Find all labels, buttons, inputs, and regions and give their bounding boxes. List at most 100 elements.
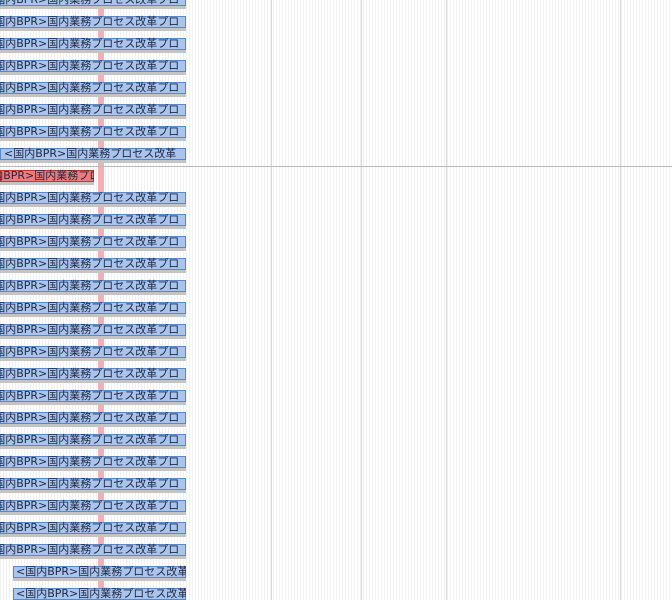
task-bar-shadow xyxy=(0,311,186,317)
task-row[interactable]: <国内BPR>国内業務プロセス改革プロ xyxy=(0,297,672,319)
task-label: <国内BPR>国内業務プロセス改革 xyxy=(16,565,186,578)
task-row[interactable]: <国内BPR>国内業務プロセス改革プロ xyxy=(0,33,672,55)
task-bar-shadow xyxy=(0,509,186,515)
task-label: <国内BPR>国内業務プロセス改革プロ xyxy=(0,543,180,556)
task-row[interactable]: <国内BPR>国内業務プロセス改革プロ xyxy=(0,209,672,231)
task-bar[interactable] xyxy=(0,60,186,72)
task-row[interactable]: <国内BPR>国内業務プロセス改革プロ xyxy=(0,275,672,297)
task-row[interactable]: <国内BPR>国内業務プロセス改革プロ xyxy=(0,495,672,517)
task-row[interactable]: <国内BPR>国内業務プロセス改革プロ xyxy=(0,451,672,473)
task-bar[interactable] xyxy=(0,38,186,50)
task-bar[interactable] xyxy=(0,192,186,204)
task-bar-shadow xyxy=(0,377,186,383)
task-row[interactable]: <国内BPR>国内業務プロセス改革プロ xyxy=(0,231,672,253)
task-label: <国内BPR>国内業務プロセス改革プロ xyxy=(0,0,179,8)
task-row[interactable]: <国内BPR>国内業務プロセス改革プロ xyxy=(0,407,672,429)
task-row[interactable]: <国内BPR>国内業務プロセス改革プロ xyxy=(0,429,672,451)
task-bar[interactable] xyxy=(0,0,186,6)
task-bar[interactable] xyxy=(0,522,186,534)
task-bar-shadow xyxy=(0,113,186,119)
task-bar-overdue[interactable] xyxy=(0,170,94,182)
task-label: <国内BPR>国内業務プロセス改革プロ xyxy=(0,235,180,248)
task-bar[interactable] xyxy=(0,258,186,270)
task-bar-shadow xyxy=(0,135,186,141)
task-bar[interactable] xyxy=(0,214,186,226)
task-bar[interactable] xyxy=(0,434,186,446)
task-row[interactable]: <国内BPR>国内業務プロ xyxy=(0,165,672,187)
task-row[interactable]: <国内BPR>国内業務プロセス改革プロ xyxy=(0,121,672,143)
task-bar[interactable] xyxy=(0,544,186,556)
grid-major-line xyxy=(620,0,621,600)
task-bar[interactable] xyxy=(0,104,186,116)
task-bar[interactable] xyxy=(0,82,186,94)
task-bar-shadow xyxy=(0,333,186,339)
group-separator xyxy=(0,166,672,167)
task-row[interactable]: <国内BPR>国内業務プロセス改革プロ xyxy=(0,385,672,407)
task-bar[interactable] xyxy=(0,280,186,292)
task-label: <国内BPR>国内業務プロセス改革プロ xyxy=(0,301,180,314)
task-bar-shadow xyxy=(0,465,186,471)
task-row[interactable]: <国内BPR>国内業務プロセス改革プロ xyxy=(0,539,672,561)
task-label: <国内BPR>国内業務プロセス改革プロ xyxy=(0,213,180,226)
task-bar-shadow xyxy=(0,399,186,405)
grid-major-line xyxy=(271,0,272,600)
task-row[interactable]: <国内BPR>国内業務プロセス改革プロ xyxy=(0,319,672,341)
task-label: <国内BPR>国内業務プロセス改革プロ xyxy=(0,433,180,446)
task-row[interactable]: <国内BPR>国内業務プロセス改革プロ xyxy=(0,55,672,77)
task-bar[interactable] xyxy=(0,456,186,468)
task-bar-shadow xyxy=(0,25,186,31)
task-row[interactable]: <国内BPR>国内業務プロセス改革プロ xyxy=(0,473,672,495)
task-row[interactable]: <国内BPR>国内業務プロセス改革プロ xyxy=(0,253,672,275)
task-label: <国内BPR>国内業務プロセス改革プロ xyxy=(0,81,180,94)
task-row[interactable]: <国内BPR>国内業務プロセス改革 xyxy=(0,143,672,165)
grid-major-line xyxy=(446,0,447,600)
task-bar[interactable] xyxy=(0,346,186,358)
task-bar-shadow xyxy=(0,531,186,537)
task-row[interactable]: <国内BPR>国内業務プロセス改革プロ xyxy=(0,187,672,209)
task-bar-shadow xyxy=(0,223,186,229)
task-bar[interactable] xyxy=(0,412,186,424)
task-label: <国内BPR>国内業務プロセス改革プロ xyxy=(0,257,180,270)
task-bar-shadow xyxy=(0,3,186,9)
task-label: <国内BPR>国内業務プロセス改革 xyxy=(4,147,177,160)
task-bar-shadow xyxy=(0,355,186,361)
task-bar[interactable] xyxy=(0,324,186,336)
grid-major-line xyxy=(361,0,362,600)
task-bar-shadow xyxy=(0,487,186,493)
task-label: <国内BPR>国内業務プロセス改革プロ xyxy=(0,191,180,204)
task-row[interactable]: <国内BPR>国内業務プロセス改革プロ xyxy=(0,517,672,539)
task-row[interactable]: <国内BPR>国内業務プロセス改革プロ xyxy=(0,341,672,363)
task-bar[interactable] xyxy=(0,500,186,512)
task-bar[interactable] xyxy=(13,566,186,578)
task-bar[interactable] xyxy=(0,368,186,380)
task-bar-shadow xyxy=(0,553,186,559)
task-label: <国内BPR>国内業務プロセス改革プロ xyxy=(0,389,180,402)
task-label: <国内BPR>国内業務プロセス改革プロ xyxy=(0,521,180,534)
task-row[interactable]: <国内BPR>国内業務プロセス改革 xyxy=(0,583,672,600)
task-bar-shadow xyxy=(0,69,186,75)
task-bar[interactable] xyxy=(0,236,186,248)
task-bar[interactable] xyxy=(0,390,186,402)
task-label: <国内BPR>国内業務プロセス改革プロ xyxy=(0,279,180,292)
task-bar-shadow xyxy=(0,443,186,449)
task-bar[interactable] xyxy=(0,16,186,28)
task-label: <国内BPR>国内業務プロセス改革プロ xyxy=(0,411,180,424)
task-row[interactable]: <国内BPR>国内業務プロセス改革プロ xyxy=(0,363,672,385)
task-row[interactable]: <国内BPR>国内業務プロセス改革プロ xyxy=(0,0,672,11)
task-bar-shadow xyxy=(0,91,186,97)
task-row[interactable]: <国内BPR>国内業務プロセス改革 xyxy=(0,561,672,583)
task-row[interactable]: <国内BPR>国内業務プロセス改革プロ xyxy=(0,99,672,121)
task-label: <国内BPR>国内業務プロセス改革プロ xyxy=(0,455,180,468)
task-bar-shadow xyxy=(0,267,186,273)
task-bar-shadow xyxy=(13,575,186,581)
task-row[interactable]: <国内BPR>国内業務プロセス改革プロ xyxy=(0,77,672,99)
task-bar[interactable] xyxy=(0,126,186,138)
task-label: <国内BPR>国内業務プロ xyxy=(0,169,94,182)
task-row[interactable]: <国内BPR>国内業務プロセス改革プロ xyxy=(0,11,672,33)
task-bar[interactable] xyxy=(0,302,186,314)
task-bar-shadow xyxy=(0,201,186,207)
task-bar[interactable] xyxy=(0,148,186,160)
task-bar[interactable] xyxy=(0,478,186,490)
today-marker xyxy=(98,0,104,600)
task-label: <国内BPR>国内業務プロセス改革 xyxy=(16,587,186,600)
